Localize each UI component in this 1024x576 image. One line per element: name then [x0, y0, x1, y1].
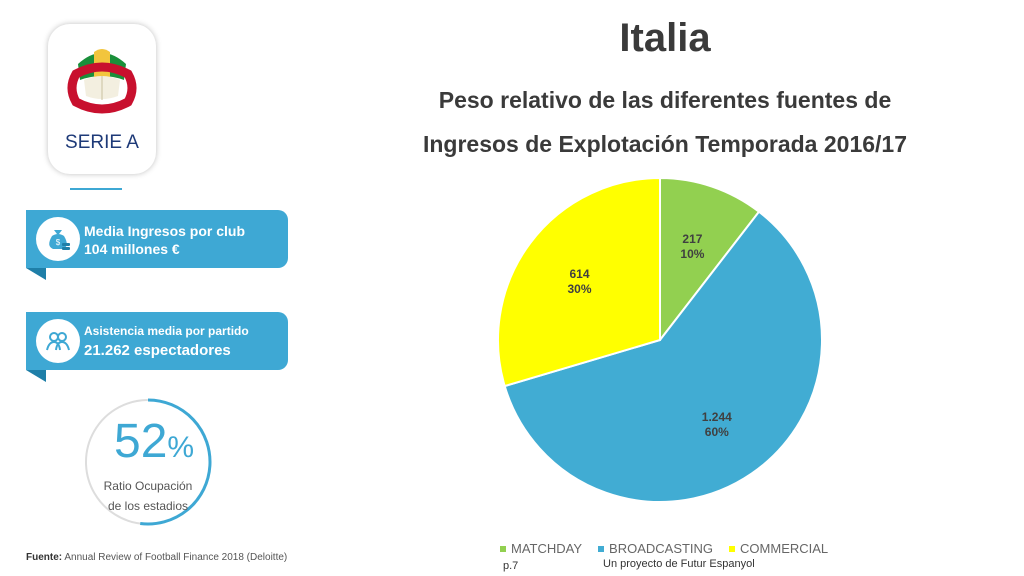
source-text: Annual Review of Football Finance 2018 (…: [64, 552, 288, 563]
subtitle-line-2: Ingresos de Explotación Temporada 2016/1…: [422, 131, 908, 157]
subtitle-line-1: Peso relativo de las diferentes fuentes …: [438, 87, 892, 113]
chart-subtitle: Peso relativo de las diferentes fuentes …: [380, 78, 950, 166]
legend-label-matchday: MATCHDAY: [511, 541, 583, 556]
money-bag-icon: $: [36, 217, 80, 261]
legend-swatch-commercial: [729, 545, 736, 552]
attendance-label: Asistencia media por partido: [84, 324, 249, 338]
legend-item-matchday: MATCHDAY: [500, 541, 582, 556]
data-label-percent-commercial: 30%: [567, 282, 591, 296]
attendance-value: 21.262 espectadores: [84, 342, 231, 359]
data-label-percent-broadcasting: 60%: [705, 425, 729, 439]
people-icon: [36, 319, 80, 363]
income-label: Media Ingresos por club: [84, 223, 246, 239]
page-title: Italia: [619, 16, 711, 60]
page-number: p.7: [503, 560, 519, 572]
serie-a-emblem-icon: SERIE A: [65, 49, 139, 153]
legend-swatch-matchday: [500, 545, 506, 552]
legend-swatch-broadcasting: [598, 545, 605, 552]
source-note: Fuente: Annual Review of Football Financ…: [26, 552, 287, 563]
legend-item-broadcasting: BROADCASTING: [598, 541, 713, 556]
occupancy-label-line-2: de los estadios: [107, 499, 189, 513]
occupancy-percentage: 52%: [114, 414, 194, 469]
svg-text:$: $: [56, 238, 61, 247]
pie-slice-broadcasting: [503, 210, 823, 503]
data-label-value-broadcasting: 1.244: [702, 410, 732, 424]
legend-label-commercial: COMMERCIAL: [740, 541, 829, 556]
pie-slice-matchday: [659, 176, 761, 343]
income-value: 104 millones €: [84, 241, 180, 257]
occupancy-value: 52: [114, 415, 168, 468]
pie-slice-commercial: [497, 176, 661, 388]
serie-a-logo: SERIE A: [48, 24, 156, 174]
chart-legend: MATCHDAY BROADCASTING COMMERCIAL: [500, 541, 828, 556]
divider: [70, 188, 122, 190]
occupancy-ring: [85, 398, 212, 526]
data-label-value-matchday: 217: [682, 232, 702, 246]
occupancy-label-line-1: Ratio Ocupación: [103, 479, 193, 493]
attendance-banner-tail: [26, 370, 46, 382]
data-label-percent-matchday: 10%: [680, 247, 704, 261]
legend-item-commercial: COMMERCIAL: [729, 541, 828, 556]
project-credit: Un proyecto de Futur Espanyol: [603, 558, 755, 570]
occupancy-ring-progress: [140, 398, 212, 526]
logo-text: SERIE A: [65, 132, 139, 153]
occupancy-unit: %: [167, 431, 195, 464]
data-label-value-commercial: 614: [569, 267, 589, 281]
occupancy-label: Ratio Ocupación de los estadios: [88, 476, 208, 516]
legend-label-broadcasting: BROADCASTING: [609, 541, 714, 556]
income-banner-tail: [26, 268, 46, 280]
source-label: Fuente:: [26, 552, 63, 563]
